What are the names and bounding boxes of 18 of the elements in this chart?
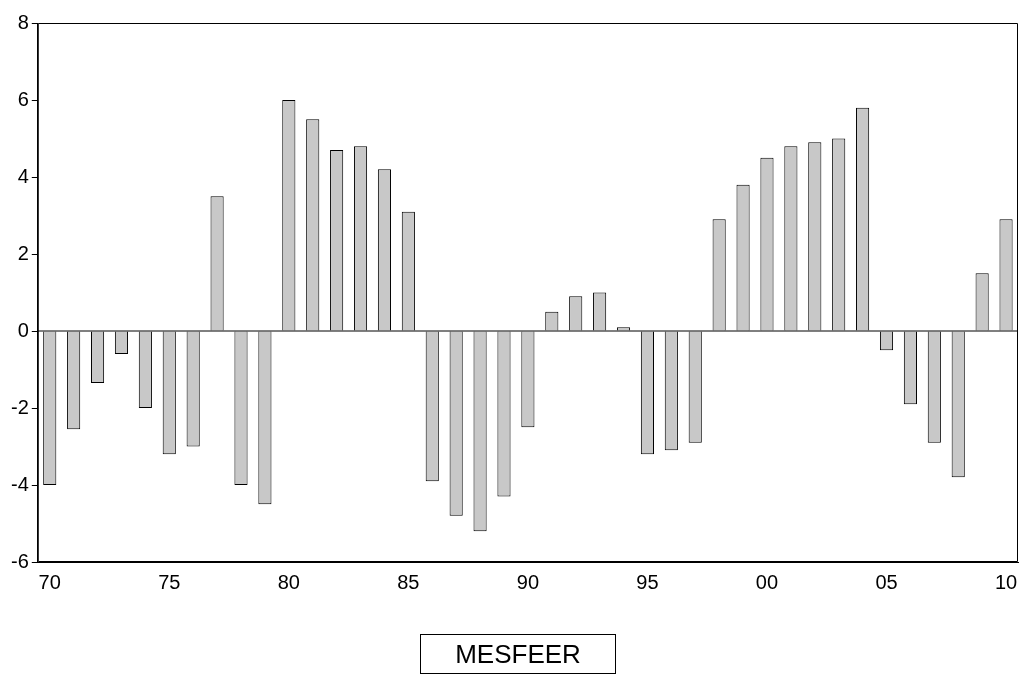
y-tick-label: 0 [17, 318, 29, 341]
x-tick-label: 70 [38, 570, 61, 593]
y-tick-label: -4 [10, 472, 29, 495]
x-tick-label: 00 [755, 570, 779, 593]
y-tick-label: 8 [17, 10, 29, 33]
y-tick-label: 4 [17, 164, 29, 187]
y-tick-label: 2 [17, 241, 29, 264]
x-tick-label: 75 [158, 570, 181, 593]
y-tick-label: -6 [10, 549, 29, 572]
y-tick-label: 6 [17, 87, 29, 110]
x-tick-label: 85 [397, 570, 420, 593]
x-tick-label: 80 [277, 570, 300, 593]
x-tick-label: 90 [516, 570, 540, 593]
x-tick-label: 10 [994, 570, 1018, 593]
y-tick-label: -2 [10, 395, 29, 418]
x-tick-label: 05 [875, 570, 898, 593]
text: MESFEER [420, 634, 616, 674]
x-tick-label: 95 [636, 570, 659, 593]
